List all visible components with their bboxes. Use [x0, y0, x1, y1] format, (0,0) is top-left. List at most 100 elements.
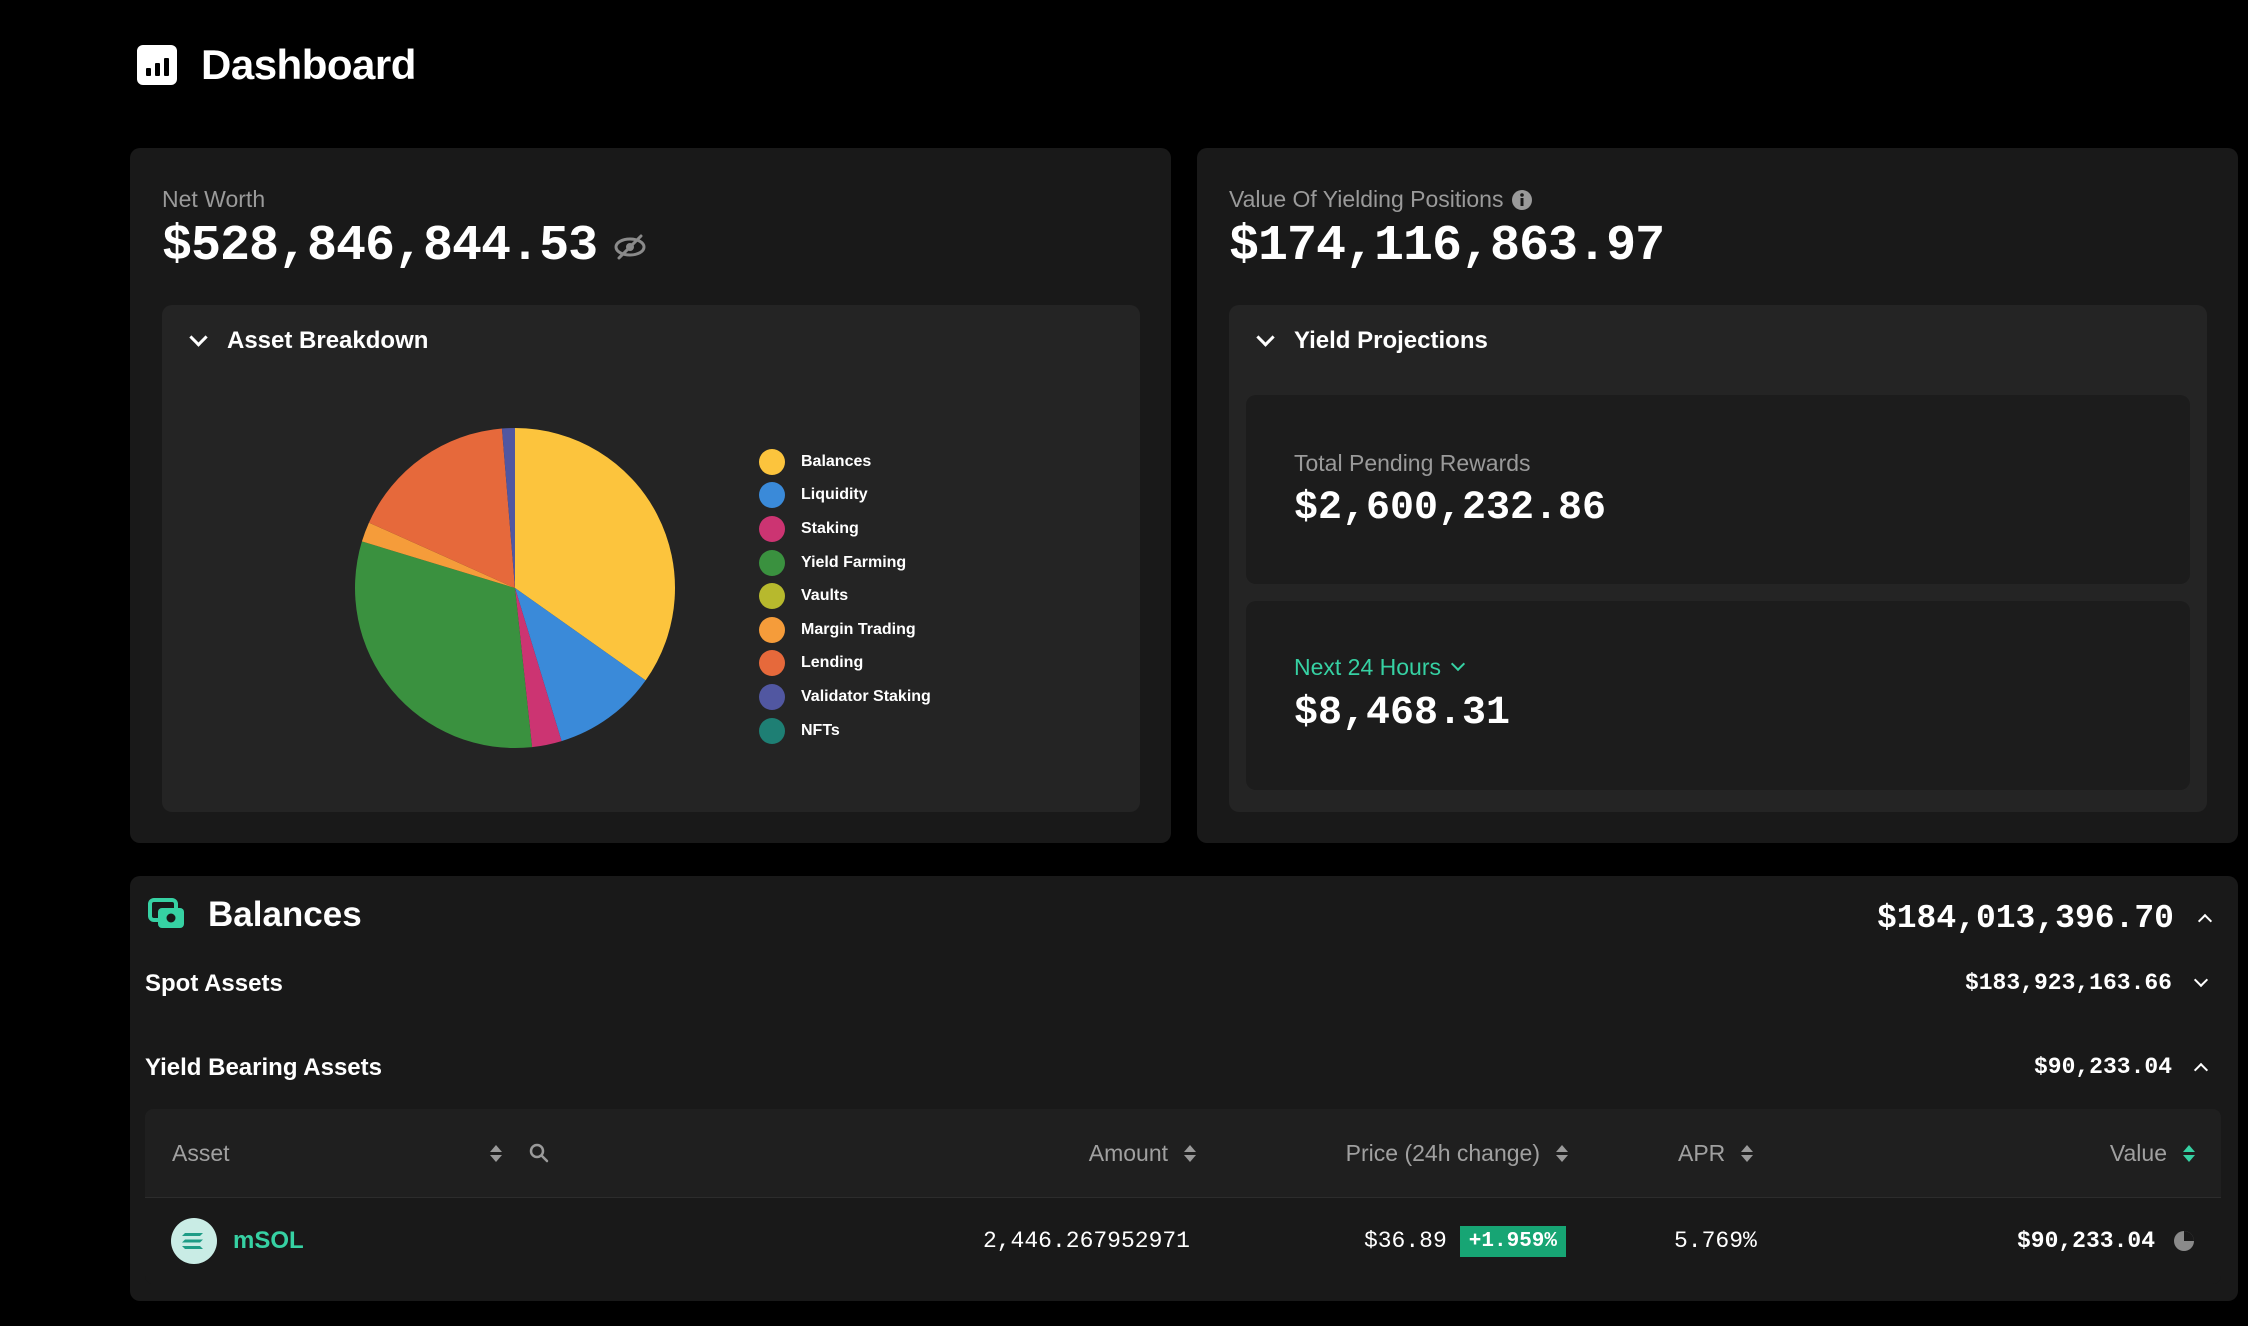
- chevron-down-icon: [1256, 328, 1275, 347]
- legend-label: Vaults: [801, 587, 849, 605]
- value-cell: $90,233.04: [2017, 1198, 2195, 1284]
- pie-slice-lending[interactable]: [368, 428, 515, 588]
- legend-swatch: [759, 515, 785, 542]
- yielding-value: $174,116,863.97: [1229, 218, 1665, 275]
- legend-item[interactable]: Yield Farming: [759, 546, 931, 580]
- legend-label: Lending: [801, 654, 864, 672]
- legend-label: Staking: [801, 519, 859, 537]
- col-amount[interactable]: Amount: [1089, 1109, 1196, 1198]
- pending-rewards-value: $2,600,232.86: [1294, 486, 1607, 531]
- legend-swatch: [759, 448, 785, 475]
- col-price[interactable]: Price (24h change): [1346, 1109, 1568, 1198]
- net-worth-value: $528,846,844.53: [162, 218, 598, 275]
- balances-title: Balances: [208, 895, 362, 934]
- chart-legend: Balances Liquidity Staking Yield Farming Vau…: [759, 445, 931, 747]
- pending-rewards-card: Total Pending Rewards $2,600,232.86: [1246, 395, 2190, 584]
- yield-assets-label: Yield Bearing Assets: [145, 1054, 382, 1081]
- pie-slice-validator-staking[interactable]: [501, 428, 515, 588]
- period-value: $8,468.31: [1294, 691, 1511, 736]
- period-dropdown[interactable]: Next 24 Hours: [1294, 654, 1466, 681]
- legend-label: Validator Staking: [801, 687, 931, 705]
- change-badge: +1.959%: [1459, 1225, 1566, 1257]
- price-cell: $36.89 +1.959%: [1364, 1198, 1566, 1284]
- asset-pie-chart: [355, 428, 675, 748]
- yield-projections-toggle[interactable]: Yield Projections: [1256, 327, 1488, 355]
- col-asset-label: Asset: [172, 1140, 230, 1166]
- spot-assets-label: Spot Assets: [145, 970, 283, 997]
- legend-label: Liquidity: [801, 486, 868, 504]
- price-value: $36.89: [1363, 1228, 1447, 1254]
- spot-assets-row[interactable]: Spot Assets: [145, 970, 283, 998]
- legend-item[interactable]: Validator Staking: [759, 680, 931, 714]
- yield-assets-table: Asset Amount Price (24h change) APR Valu…: [145, 1109, 2221, 1284]
- legend-label: NFTs: [801, 721, 840, 739]
- sort-price-icon: [1556, 1145, 1568, 1162]
- chevron-down-icon: [189, 328, 208, 347]
- yield-assets-row[interactable]: Yield Bearing Assets: [145, 1054, 382, 1082]
- legend-item[interactable]: Margin Trading: [759, 613, 931, 647]
- next-period-card: Next 24 Hours $8,468.31: [1246, 601, 2190, 790]
- legend-label: Margin Trading: [801, 620, 916, 638]
- pie-slice-balances[interactable]: [515, 428, 675, 681]
- yield-projections-panel: Yield Projections Total Pending Rewards …: [1229, 305, 2207, 812]
- sort-value-icon: [2183, 1145, 2195, 1162]
- col-price-label: Price (24h change): [1345, 1140, 1540, 1166]
- legend-item[interactable]: Lending: [759, 647, 931, 681]
- legend-item[interactable]: Liquidity: [759, 479, 931, 513]
- pie-slice-staking[interactable]: [515, 588, 562, 748]
- chevron-up-icon: [2193, 1062, 2209, 1078]
- asset-cell[interactable]: mSOL: [171, 1198, 304, 1284]
- asset-breakdown-panel: Asset Breakdown Balances Liquidity Staking…: [162, 305, 1140, 812]
- col-value[interactable]: Value: [2110, 1109, 2195, 1198]
- legend-item[interactable]: Balances: [759, 445, 931, 479]
- yield-projections-title: Yield Projections: [1294, 327, 1488, 354]
- asset-breakdown-toggle[interactable]: Asset Breakdown: [189, 327, 429, 355]
- col-asset[interactable]: Asset: [172, 1109, 472, 1198]
- legend-item[interactable]: Vaults: [759, 579, 931, 613]
- col-apr-label: APR: [1678, 1140, 1726, 1166]
- search-icon[interactable]: [529, 1109, 549, 1198]
- pending-rewards-label: Total Pending Rewards: [1294, 450, 1531, 476]
- balances-total-value: $184,013,396.70: [1876, 899, 2174, 937]
- sort-amount-icon: [1184, 1145, 1196, 1162]
- value-amount: $90,233.04: [2016, 1228, 2155, 1254]
- col-apr[interactable]: APR: [1678, 1109, 1754, 1198]
- yielding-label: Value Of Yielding Positions: [1229, 186, 1504, 212]
- col-value-label: Value: [2109, 1140, 2167, 1166]
- spot-assets-total[interactable]: $183,923,163.66: [1964, 970, 2209, 996]
- pie-slice-liquidity[interactable]: [515, 588, 646, 742]
- sort-asset-icon[interactable]: [490, 1109, 502, 1198]
- info-icon[interactable]: [1511, 189, 1533, 211]
- balances-header[interactable]: Balances: [148, 895, 362, 935]
- eye-slash-icon[interactable]: [613, 234, 647, 260]
- asset-name[interactable]: mSOL: [233, 1227, 304, 1254]
- legend-swatch: [759, 482, 785, 509]
- msol-token-icon: [171, 1218, 217, 1264]
- legend-label: Yield Farming: [801, 553, 907, 571]
- balances-total[interactable]: $184,013,396.70: [1876, 895, 2213, 941]
- legend-item[interactable]: Staking: [759, 512, 931, 546]
- net-worth-label: Net Worth: [162, 186, 266, 212]
- period-label: Next 24 Hours: [1294, 654, 1442, 680]
- chevron-up-icon: [2197, 913, 2213, 929]
- spot-assets-value: $183,923,163.66: [1964, 970, 2172, 996]
- yield-assets-total[interactable]: $90,233.04: [2033, 1054, 2209, 1080]
- legend-swatch: [759, 683, 785, 710]
- legend-item[interactable]: NFTs: [759, 714, 931, 748]
- yield-assets-value: $90,233.04: [2033, 1054, 2172, 1080]
- legend-swatch: [759, 650, 785, 677]
- table-header: [145, 1109, 2221, 1198]
- apr-cell: 5.769%: [1674, 1228, 1757, 1254]
- pie-chart-icon[interactable]: [2173, 1230, 2195, 1252]
- asset-breakdown-title: Asset Breakdown: [227, 327, 429, 354]
- pie-slice-yield-farming[interactable]: [355, 541, 533, 748]
- pie-slice-margin-trading[interactable]: [361, 522, 515, 588]
- page-title: Dashboard: [201, 41, 416, 88]
- net-worth-card: Net Worth $528,846,844.53 Asset Breakdow…: [130, 148, 1171, 843]
- legend-swatch: [759, 549, 785, 576]
- chevron-down-icon: [1450, 656, 1466, 672]
- dashboard-icon: [137, 45, 177, 85]
- page-header: Dashboard: [137, 40, 416, 90]
- sort-apr-icon: [1741, 1145, 1754, 1162]
- legend-swatch: [759, 583, 785, 610]
